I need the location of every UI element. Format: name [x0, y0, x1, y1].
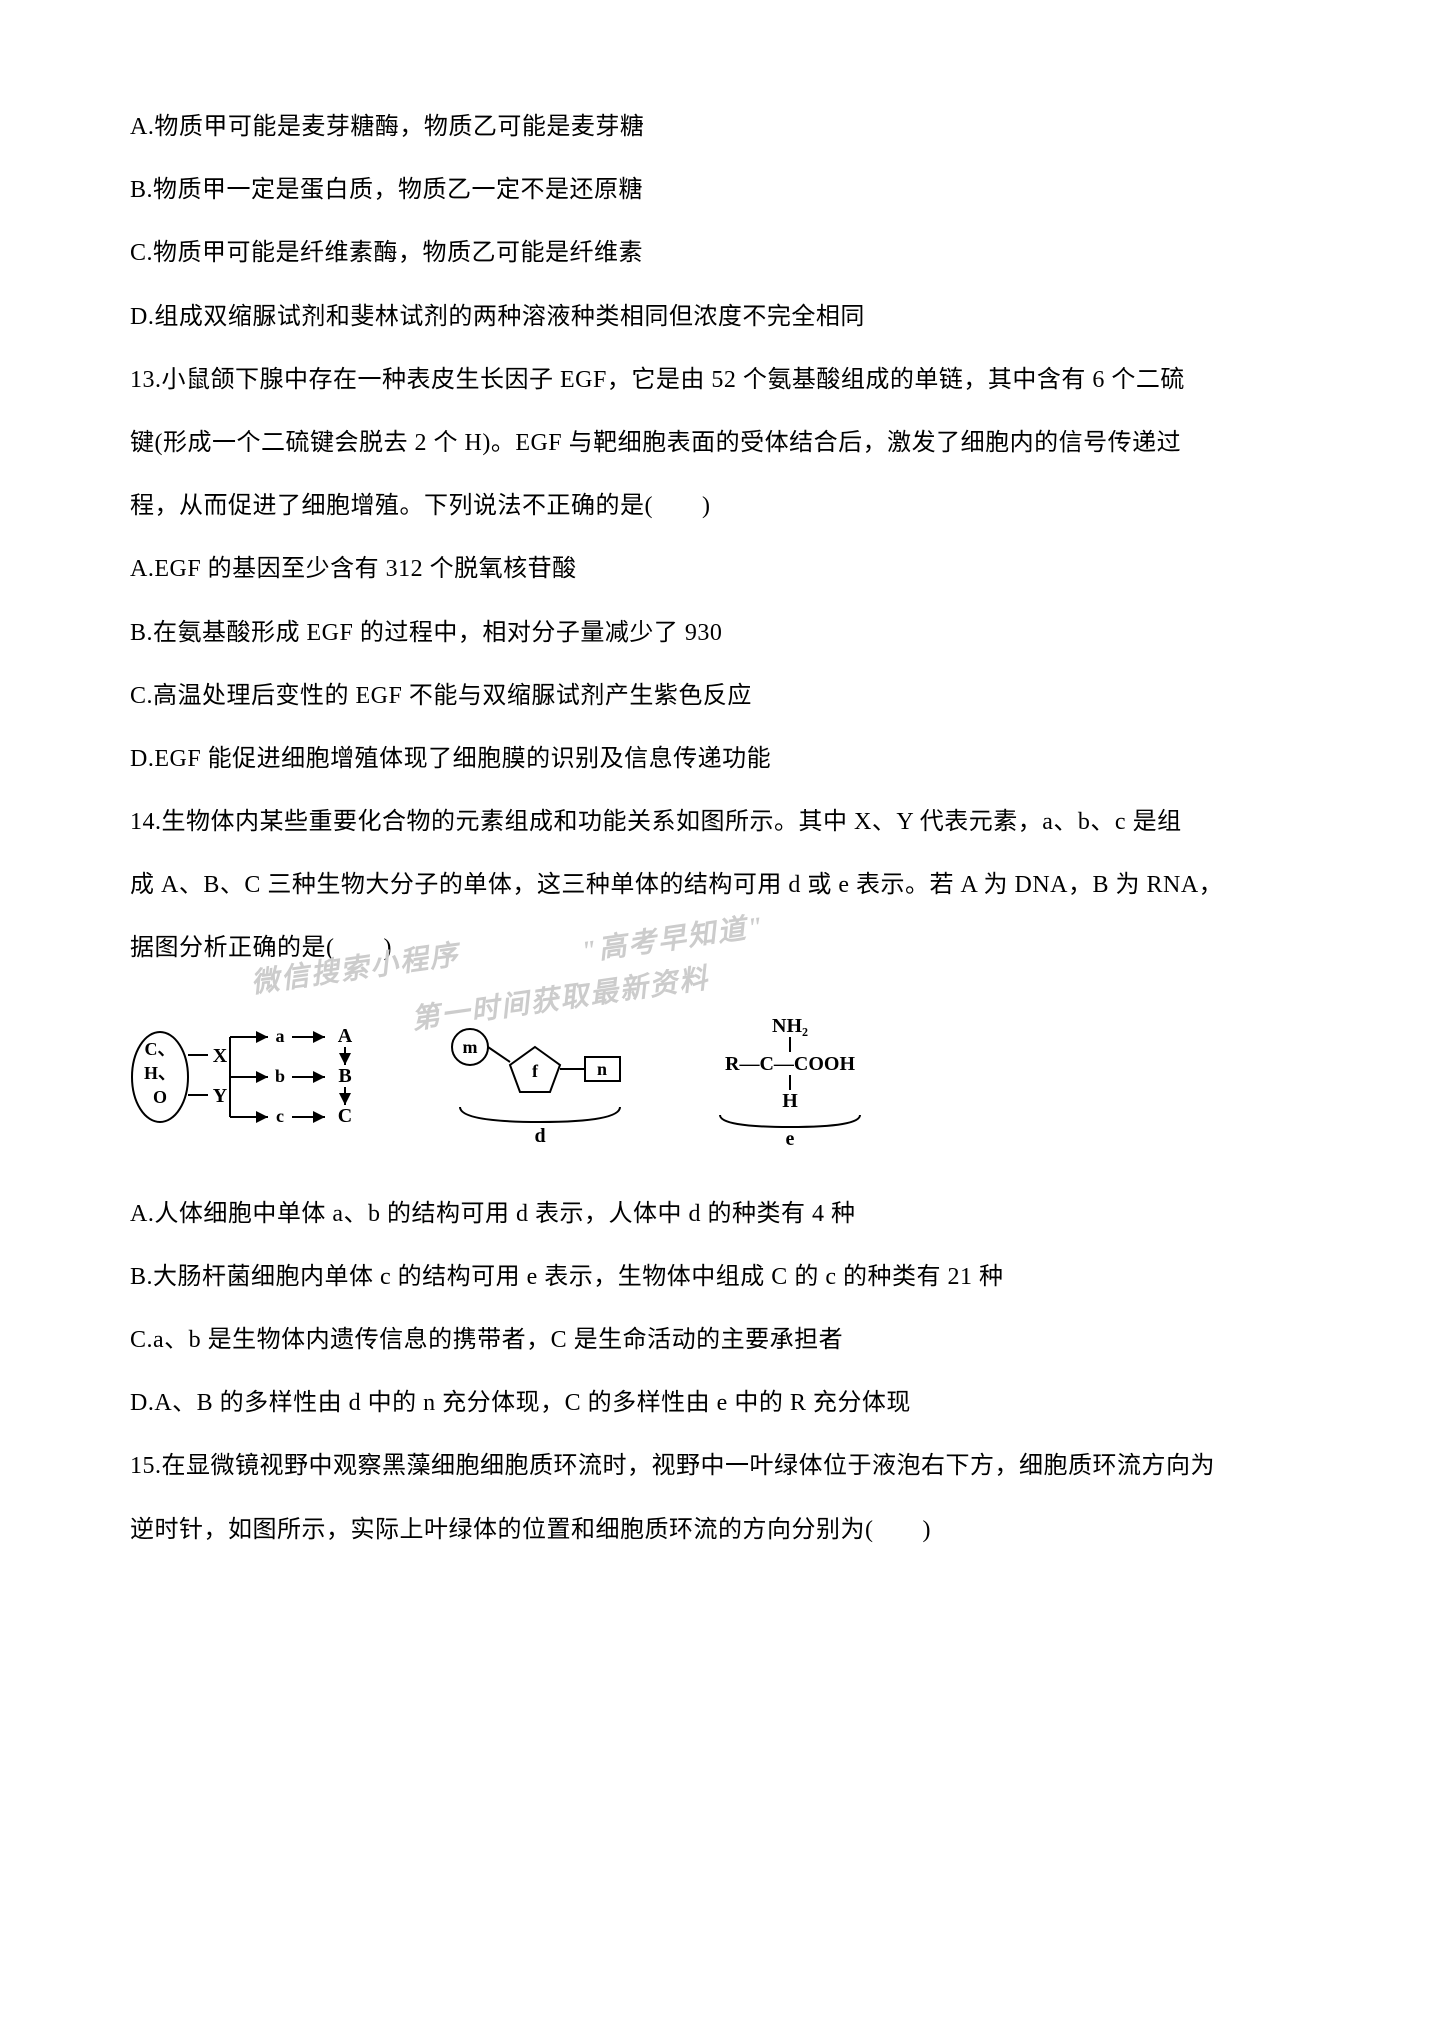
label-e: e	[786, 1128, 795, 1147]
diagram-e: NH₂ R—C—COOH H e	[700, 1007, 880, 1147]
q14-option-d: D.A、B 的多样性由 d 中的 n 充分体现，C 的多样性由 e 中的 R 充…	[130, 1376, 1303, 1431]
label-c: C、	[145, 1039, 176, 1059]
label-y: Y	[213, 1085, 228, 1107]
diagram-row: 微信搜索小程序 "高考早知道" 第一时间获取最新资料 C、 H、 O X Y a…	[130, 1007, 1303, 1147]
q13-option-d: D.EGF 能促进细胞增殖体现了细胞膜的识别及信息传递功能	[130, 732, 1303, 787]
label-rccooh: R—C—COOH	[725, 1053, 855, 1075]
q13-stem-line3: 程，从而促进了细胞增殖。下列说法不正确的是( )	[130, 479, 1303, 534]
diagram-d: m f n d	[440, 1007, 640, 1147]
label-f: f	[532, 1061, 539, 1081]
diagram-cho: C、 H、 O X Y a b c	[130, 1007, 380, 1147]
q14-stem-line1: 14.生物体内某些重要化合物的元素组成和功能关系如图所示。其中 X、Y 代表元素…	[130, 795, 1303, 850]
label-b-small: b	[275, 1066, 285, 1086]
q13-stem-line1: 13.小鼠颌下腺中存在一种表皮生长因子 EGF，它是由 52 个氨基酸组成的单链…	[130, 353, 1303, 408]
label-nh2: NH₂	[772, 1015, 808, 1037]
q14-option-b: B.大肠杆菌细胞内单体 c 的结构可用 e 表示，生物体中组成 C 的 c 的种…	[130, 1250, 1303, 1305]
q14-stem-line3: 据图分析正确的是( )	[130, 921, 1303, 976]
q14-option-c: C.a、b 是生物体内遗传信息的携带者，C 是生命活动的主要承担者	[130, 1313, 1303, 1368]
q15-stem-line2: 逆时针，如图所示，实际上叶绿体的位置和细胞质环流的方向分别为( )	[130, 1503, 1303, 1558]
option-d: D.组成双缩脲试剂和斐林试剂的两种溶液种类相同但浓度不完全相同	[130, 290, 1303, 345]
label-B-big: B	[338, 1065, 351, 1087]
option-a: A.物质甲可能是麦芽糖酶，物质乙可能是麦芽糖	[130, 100, 1303, 155]
q13-option-c: C.高温处理后变性的 EGF 不能与双缩脲试剂产生紫色反应	[130, 669, 1303, 724]
label-x: X	[213, 1045, 228, 1067]
option-c: C.物质甲可能是纤维素酶，物质乙可能是纤维素	[130, 226, 1303, 281]
q14-option-a: A.人体细胞中单体 a、b 的结构可用 d 表示，人体中 d 的种类有 4 种	[130, 1187, 1303, 1242]
q14-stem-line2: 成 A、B、C 三种生物大分子的单体，这三种单体的结构可用 d 或 e 表示。若…	[130, 858, 1303, 913]
option-b: B.物质甲一定是蛋白质，物质乙一定不是还原糖	[130, 163, 1303, 218]
label-H: H	[782, 1090, 798, 1112]
label-a-small: a	[276, 1026, 285, 1046]
q15-stem-line1: 15.在显微镜视野中观察黑藻细胞细胞质环流时，视野中一叶绿体位于液泡右下方，细胞…	[130, 1439, 1303, 1494]
label-d: d	[534, 1125, 545, 1147]
label-C-big: C	[338, 1105, 352, 1127]
label-m: m	[463, 1037, 478, 1057]
q13-stem-line2: 键(形成一个二硫键会脱去 2 个 H)。EGF 与靶细胞表面的受体结合后，激发了…	[130, 416, 1303, 471]
q13-option-a: A.EGF 的基因至少含有 312 个脱氧核苷酸	[130, 542, 1303, 597]
label-A-big: A	[338, 1025, 353, 1047]
label-n: n	[597, 1059, 607, 1079]
label-o: O	[153, 1087, 167, 1107]
q13-option-b: B.在氨基酸形成 EGF 的过程中，相对分子量减少了 930	[130, 606, 1303, 661]
label-c-small: c	[276, 1106, 284, 1126]
label-h: H、	[144, 1063, 176, 1083]
